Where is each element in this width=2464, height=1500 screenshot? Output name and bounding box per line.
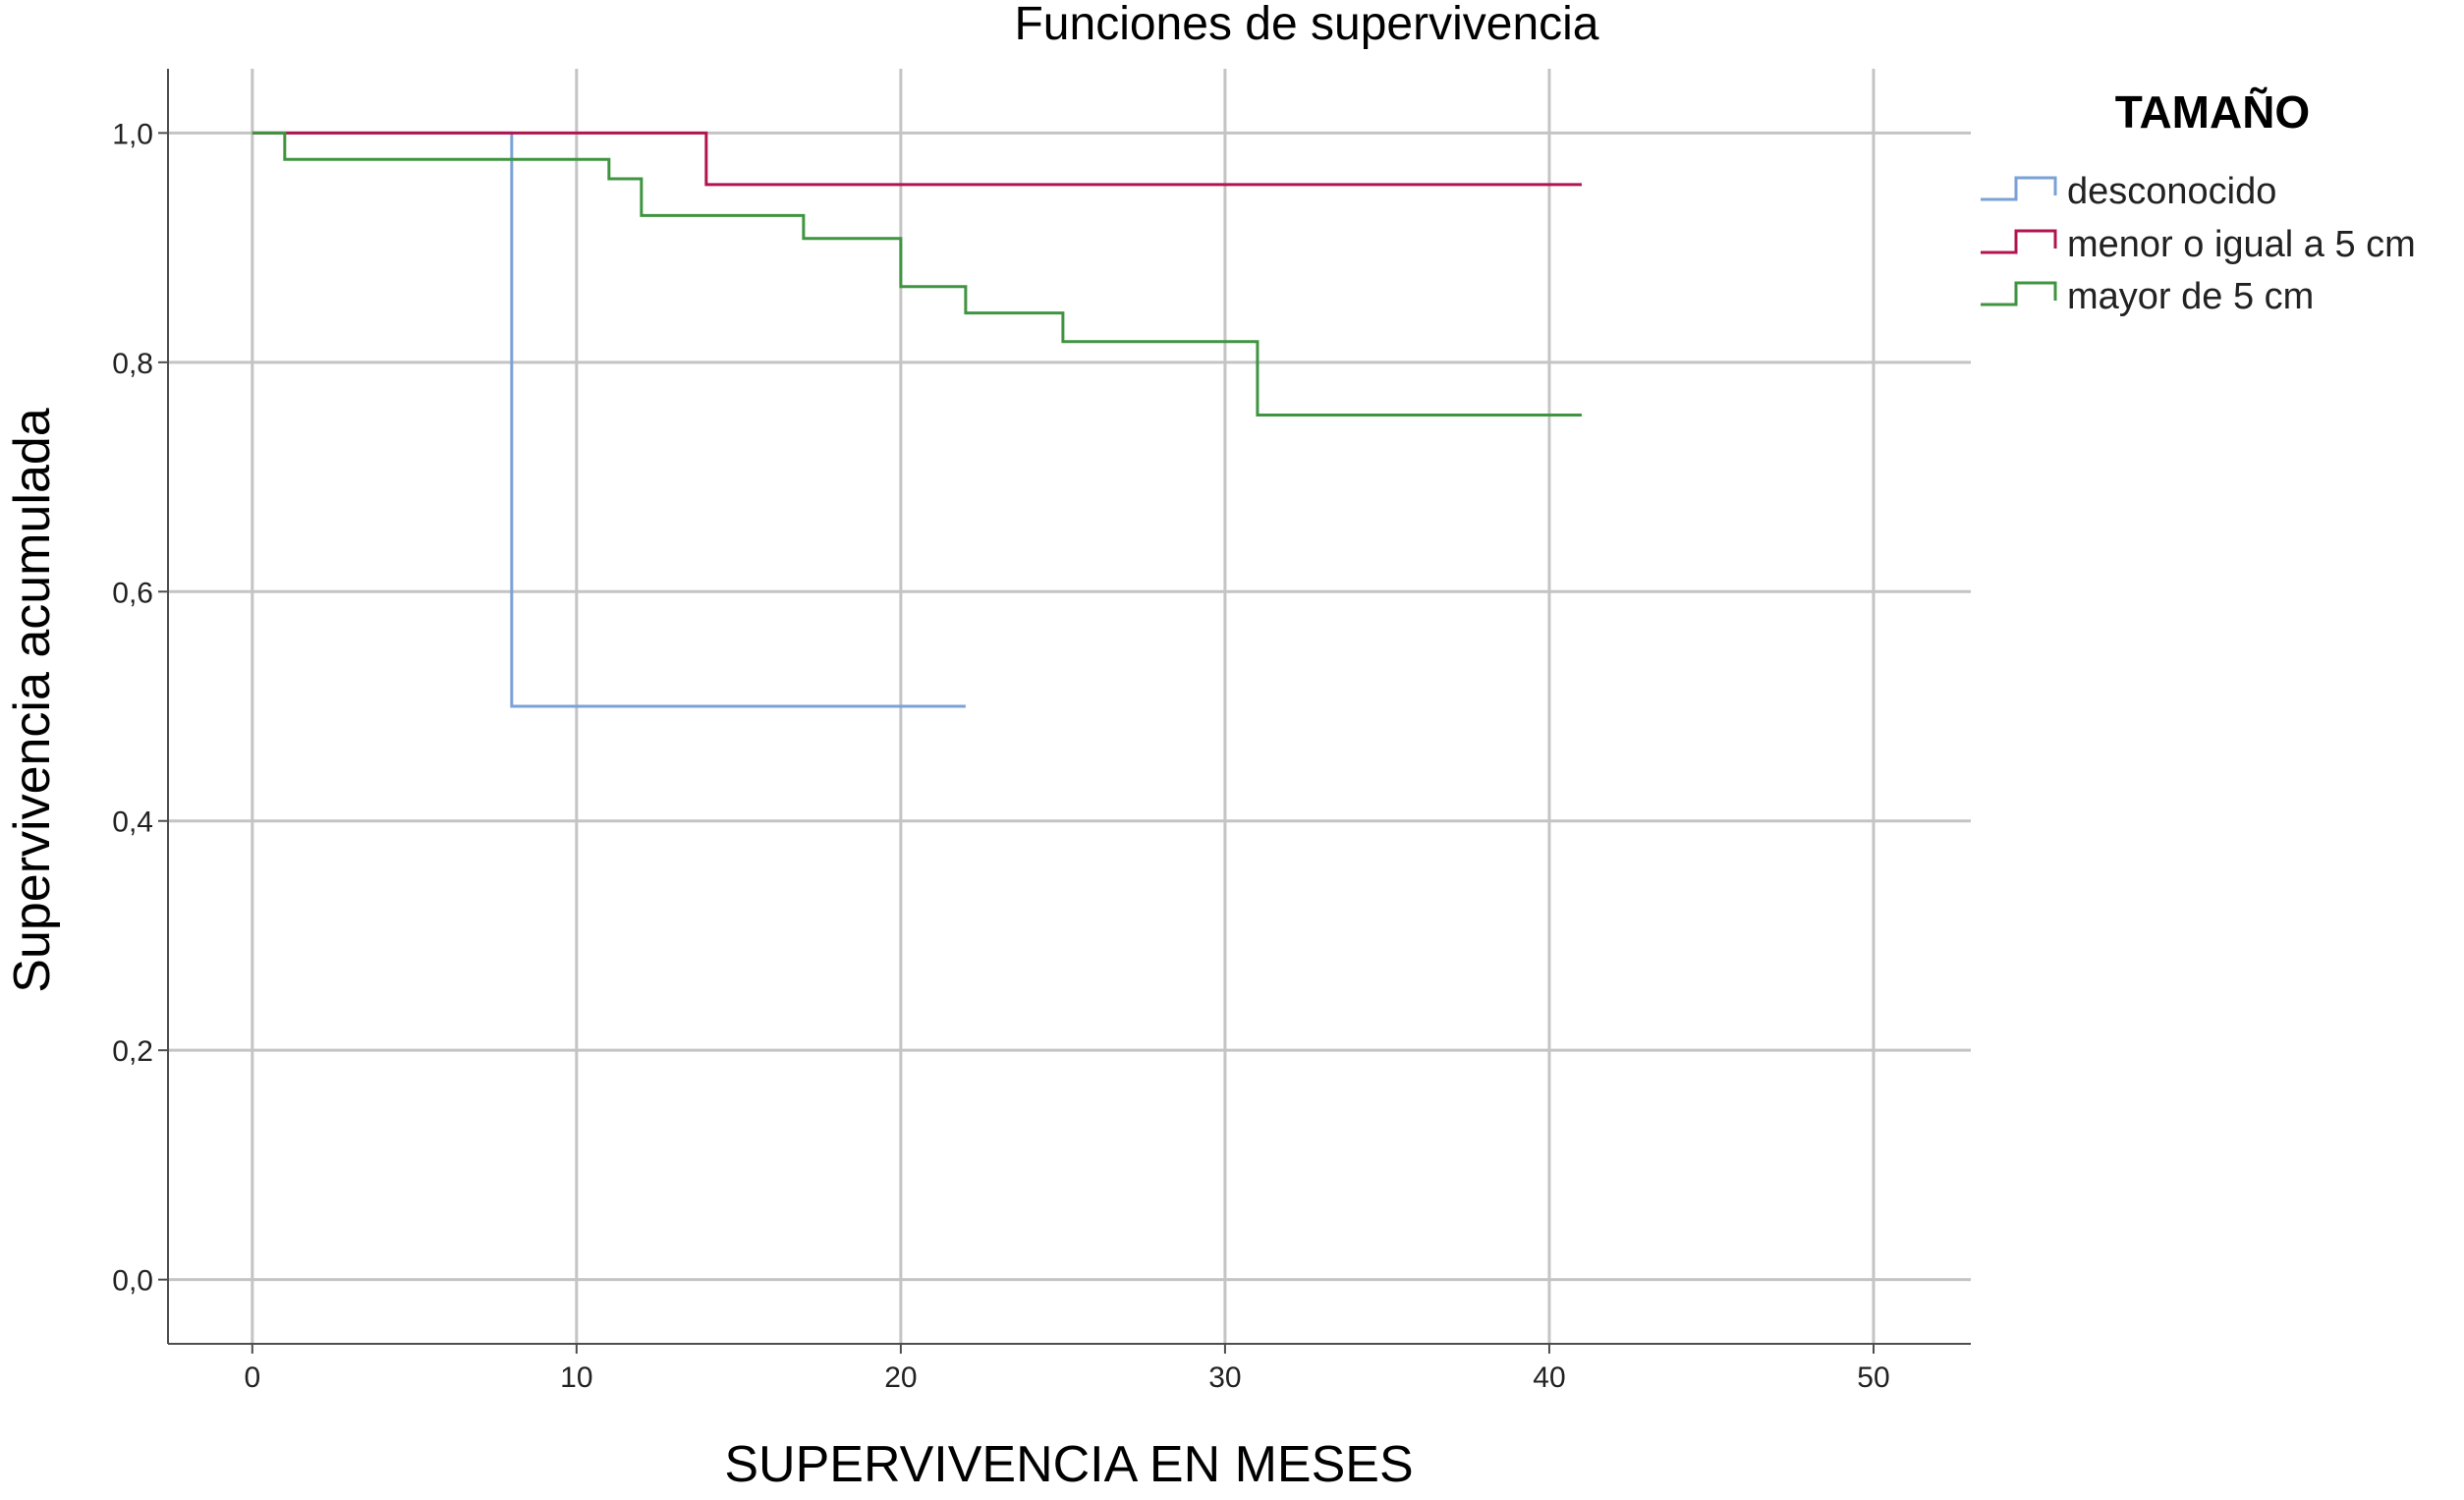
x-tick-label: 50 [1857, 1361, 1889, 1394]
grid-layer [168, 69, 1971, 1344]
legend-label-2: menor o igual a 5 cm [2067, 224, 2416, 265]
series-line-1 [252, 131, 966, 708]
y-tick-label: 0,8 [112, 348, 153, 380]
y-tick-label: 0,0 [112, 1265, 153, 1298]
legend-symbol-3 [1981, 281, 2057, 306]
axis-layer: 0,0 0,2 0,4 0,6 0,8 1,0 0 10 20 30 40 50 [112, 69, 1971, 1394]
legend-label-1: desconocido [2067, 171, 2276, 212]
series-line-2 [252, 131, 1582, 187]
y-axis-title: Supervivencia acumulada [4, 408, 61, 993]
x-tick-label: 10 [560, 1361, 592, 1394]
legend-symbol-2 [1981, 229, 2057, 254]
x-tick-label: 0 [244, 1361, 260, 1394]
x-tick-label: 40 [1533, 1361, 1565, 1394]
legend-symbol-1 [1981, 176, 2057, 201]
legend-label-3: mayor de 5 cm [2067, 276, 2314, 317]
series-line-3 [252, 131, 1582, 417]
y-tick-label: 0,4 [112, 806, 153, 839]
chart-title: Funciones de supervivencia [1014, 0, 1598, 50]
x-axis-title: SUPERVIVENCIA EN MESES [724, 1436, 1413, 1493]
y-tick-label: 1,0 [112, 118, 153, 150]
legend-title: TAMAÑO [2115, 86, 2310, 138]
y-tick-label: 0,6 [112, 577, 153, 609]
x-tick-label: 20 [884, 1361, 917, 1394]
series-layer [252, 131, 1582, 708]
x-tick-label: 30 [1208, 1361, 1241, 1394]
legend: TAMAÑO desconocido menor o igual a 5 cm ma… [1981, 86, 2416, 317]
y-tick-label: 0,2 [112, 1035, 153, 1068]
